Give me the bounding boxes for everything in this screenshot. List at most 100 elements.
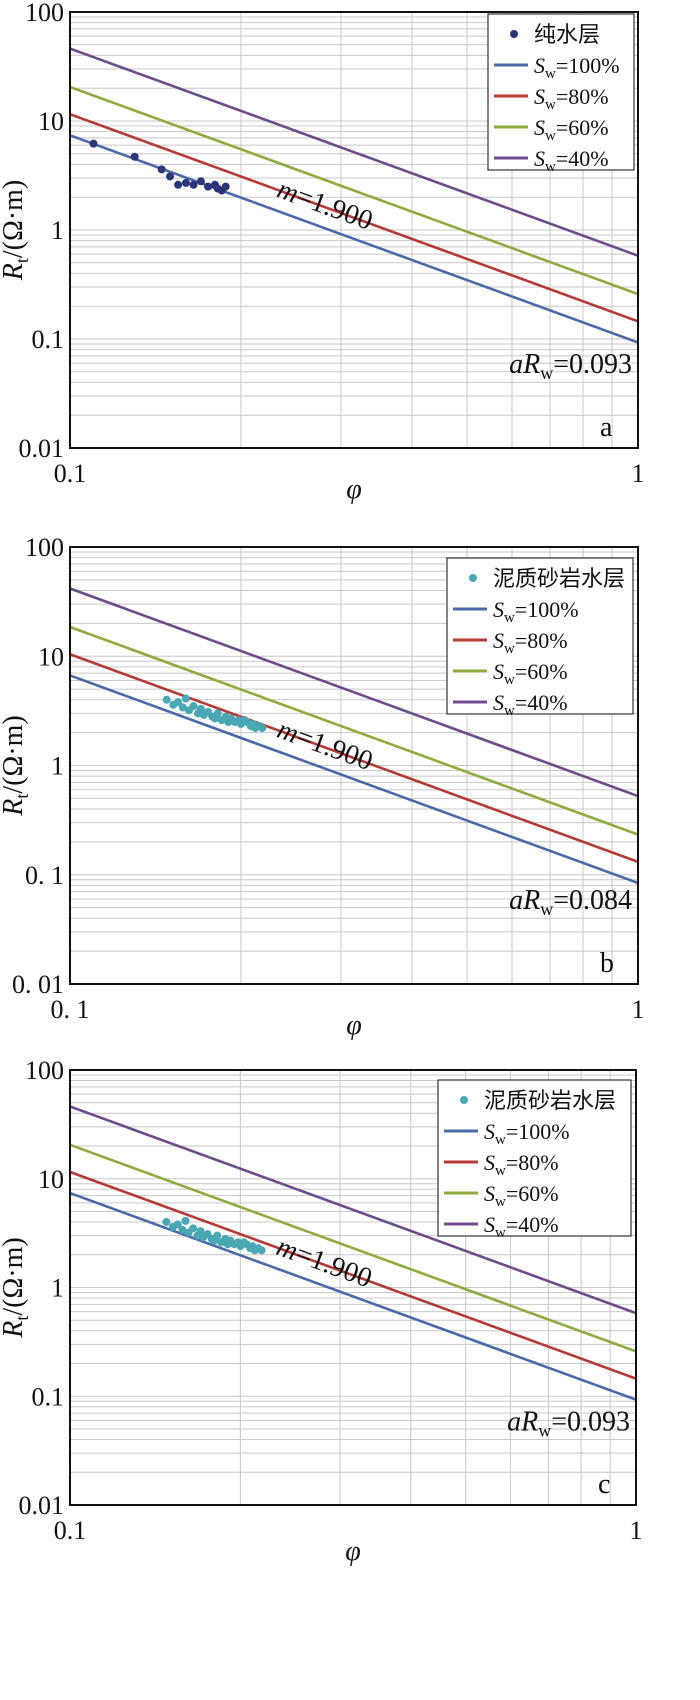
data-point [162,695,171,704]
data-point [178,1225,187,1234]
scatter-points [89,139,230,195]
intercept-annotation-value: =0.093 [553,349,632,380]
intercept-annotation-sub: w [538,1420,551,1440]
y-tick-label: 100 [25,1056,64,1085]
y-tick-label: 100 [25,0,64,27]
series-line-sw-80 [69,112,639,323]
data-point [157,165,166,174]
intercept-annotation: aRw=0.084 [509,885,632,919]
data-point [213,709,222,718]
legend-label-value: =80% [515,628,568,653]
y-tick-label: 0. 01 [12,970,64,999]
legend-label-symbol: S [493,659,504,684]
y-axis-title-unit: /(Ω·m) [0,180,29,258]
data-point [166,172,175,181]
legend-label-sw-100: Sw=100% [484,1119,570,1148]
x-tick-label: 1 [632,995,645,1024]
data-point [196,1227,205,1236]
data-point [196,177,205,186]
legend-label-sub: w [504,610,515,626]
data-point [257,1246,266,1255]
y-tick-label: 0.1 [32,1382,65,1411]
intercept-annotation: aRw=0.093 [507,1406,630,1440]
legend-label-value: =100% [506,1119,570,1144]
data-point [189,1224,198,1233]
x-axis-title: φ [346,474,362,505]
legend-label-scatter: 泥质砂岩水层 [484,1088,616,1113]
y-axis-title: Rt/(Ω·m) [0,1237,32,1338]
y-tick-label: 10 [38,1165,64,1194]
legend-label-sw-60: Sw=60% [484,1181,559,1210]
legend-label-value: =80% [556,84,609,109]
data-point [213,1231,222,1240]
panel-letter: b [600,948,614,979]
legend-label-sw-80: Sw=80% [493,628,568,657]
legend-label-symbol: S [493,628,504,653]
x-axis-title: φ [346,1010,362,1041]
intercept-annotation-value: =0.084 [553,885,632,916]
data-point [189,702,198,711]
legend-label-sw-100: Sw=100% [534,53,620,82]
legend-box [437,1079,632,1237]
data-point [181,1216,190,1225]
series-line-sw-60 [69,85,639,296]
legend-label-value: =40% [556,146,609,171]
y-axis-title-sub: t [12,258,32,263]
legend-label-symbol: S [484,1119,495,1144]
legend-label-sub: w [504,672,515,688]
legend-label-sub: w [495,1163,506,1179]
series-line-sw-60 [69,625,639,836]
legend-label-symbol: S [484,1181,495,1206]
y-axis-title-sub: t [12,1316,32,1321]
series-line-sw-100 [69,1191,637,1401]
data-point [162,1218,171,1227]
legend-label-sub: w [545,159,556,175]
plot-frame [69,11,639,449]
legend-label-value: =60% [556,115,609,140]
data-point [178,703,187,712]
scatter-points [162,1216,266,1255]
y-tick-label: 0.01 [19,434,65,463]
legend-label-sub: w [504,641,515,657]
y-axis-title-sub: t [12,794,32,799]
data-point [181,178,190,187]
legend-label-sw-40: Sw=40% [484,1212,559,1241]
intercept-annotation-symbol: aR [507,1406,538,1437]
y-tick-label: 10 [38,107,64,136]
legend-label-sw-60: Sw=60% [534,115,609,144]
x-tick-label: 1 [630,1516,643,1545]
legend-label-sw-40: Sw=40% [534,146,609,175]
legend-label-value: =40% [506,1212,559,1237]
legend-label-symbol: S [484,1150,495,1175]
panel-letter: c [598,1469,610,1500]
x-tick-label: 0. 1 [51,995,90,1024]
panel-letter: a [600,412,613,443]
y-axis-title-main: R [0,799,29,817]
data-point [174,698,183,707]
series-line-sw-60 [69,1143,637,1353]
data-point [181,694,190,703]
y-tick-label: 1 [51,752,64,781]
plot-frame [69,546,639,985]
legend-label-symbol: S [493,597,504,622]
intercept-annotation-sub: w [540,899,553,919]
y-tick-label: 0. 1 [25,861,64,890]
y-axis-title-main: R [0,263,29,281]
x-tick-label: 1 [632,459,645,488]
legend-label-value: =100% [515,597,579,622]
legend-label-sw-100: Sw=100% [493,597,579,626]
y-axis-title: Rt/(Ω·m) [0,180,32,281]
y-axis-title: Rt/(Ω·m) [0,715,32,816]
series-line-sw-40 [69,587,639,798]
series-line-sw-100 [69,674,639,885]
y-tick-label: 0.01 [19,1491,65,1520]
data-point [89,139,98,148]
legend-label-sw-60: Sw=60% [493,659,568,688]
plot-frame [69,1069,637,1506]
